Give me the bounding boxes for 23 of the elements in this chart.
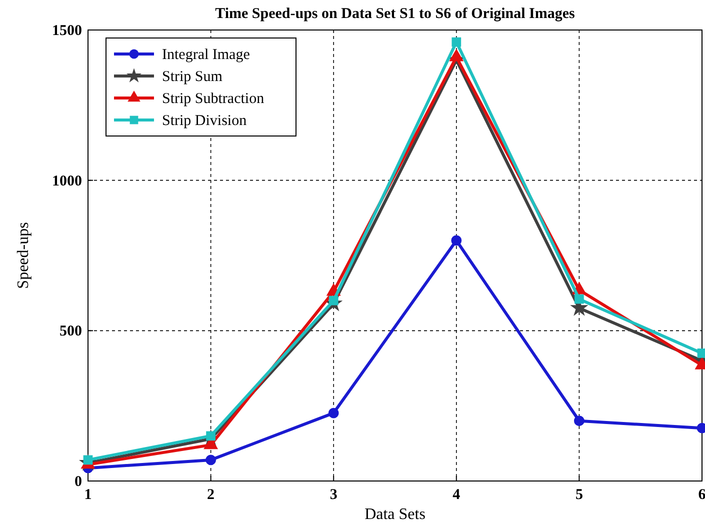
- point: [574, 416, 584, 426]
- x-tick-label: 5: [575, 487, 583, 503]
- y-tick-label: 1500: [52, 23, 82, 39]
- point: [574, 294, 584, 304]
- legend-label: Strip Sum: [162, 69, 223, 85]
- x-tick-label: 4: [452, 487, 461, 503]
- point: [328, 408, 339, 418]
- y-tick-label: 1000: [52, 173, 82, 190]
- x-tick-label: 3: [330, 487, 338, 503]
- y-tick-label: 500: [60, 324, 82, 340]
- x-axis-title: Data Sets: [364, 506, 426, 523]
- point: [206, 454, 216, 466]
- legend-label: Integral Image: [162, 47, 250, 63]
- x-tick-label: 6: [698, 487, 705, 503]
- legend-label: Strip Division: [162, 113, 248, 129]
- legend-label: Strip Subtraction: [162, 91, 265, 107]
- y-tick-label: 0: [74, 474, 82, 490]
- x-tick-label: 2: [207, 487, 215, 503]
- chart-title: Time Speed-ups on Data Set S1 to S6 of Original Images: [215, 6, 576, 22]
- point: [451, 235, 462, 246]
- y-axis-title: Speed-ups: [15, 222, 32, 289]
- point: [452, 37, 462, 47]
- x-tick-label: 1: [84, 487, 92, 503]
